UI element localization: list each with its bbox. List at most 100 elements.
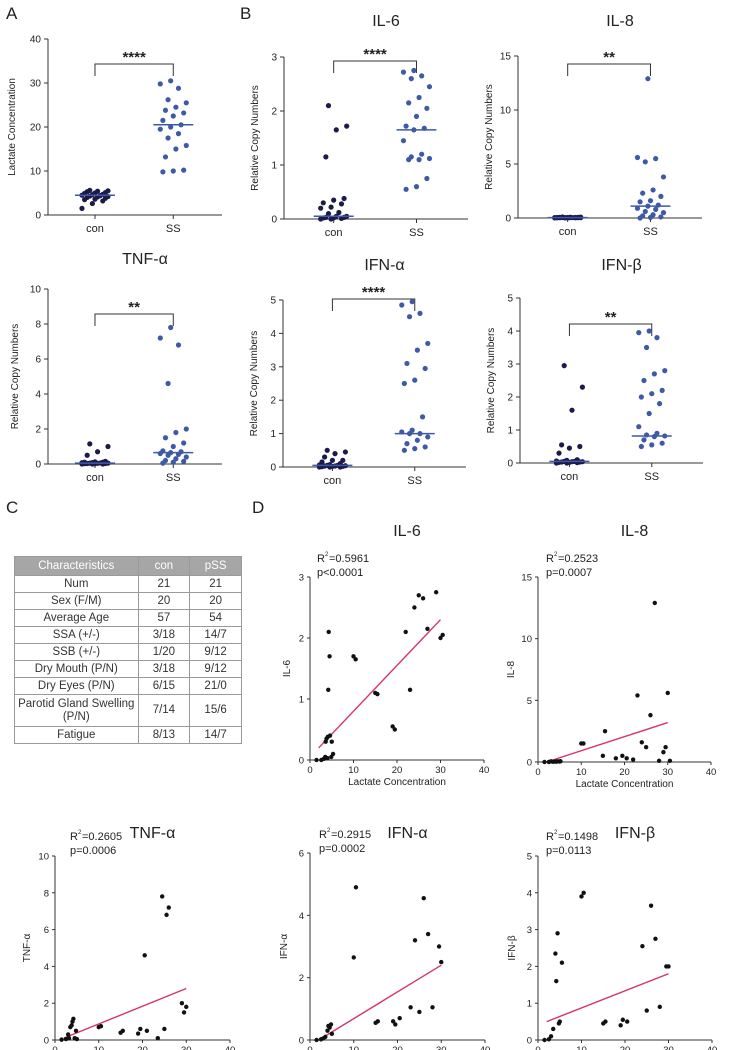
x-tick-label: SS (409, 227, 424, 239)
x-tick-label: con (86, 223, 104, 235)
x-axis-label: Lactate Concentration (576, 779, 674, 790)
data-point (634, 154, 641, 161)
data-point (412, 377, 418, 383)
r-squared-superscript: 2 (325, 552, 329, 558)
data-point (178, 449, 184, 455)
data-point (157, 335, 163, 341)
y-tick-label: 5 (507, 294, 513, 305)
data-point (184, 1004, 189, 1010)
data-point (566, 445, 573, 451)
data-point (430, 1005, 435, 1010)
significance-stars: **** (122, 49, 146, 66)
data-point (330, 751, 336, 757)
data-point (412, 446, 418, 452)
x-tick-label: 40 (225, 1045, 236, 1050)
table-row: Dry Mouth (P/N) 3/18 9/12 (14, 660, 242, 678)
y-tick-label: 0 (35, 211, 41, 222)
data-point (351, 955, 356, 960)
r-squared-value: =0.2915 (331, 829, 371, 841)
data-point (662, 368, 668, 374)
panel-letter-a: A (6, 4, 18, 23)
y-tick-label: 3 (527, 925, 532, 936)
regression-line (546, 721, 668, 763)
data-point (351, 654, 356, 659)
data-point (164, 912, 169, 918)
data-point (564, 457, 570, 463)
data-point (162, 457, 169, 464)
y-tick-label: 1 (507, 426, 513, 437)
y-tick-label: 2 (507, 393, 513, 404)
significance-stars: ** (605, 309, 617, 326)
data-point (640, 943, 645, 949)
r-squared-label: R (317, 553, 325, 565)
y-tick-label: 1 (299, 695, 304, 706)
chart-title: TNF-α (122, 251, 168, 268)
chart-title: IFN-α (364, 257, 404, 274)
table-row: Dry Eyes (P/N) 6/15 21/0 (14, 677, 242, 695)
data-point (344, 123, 350, 129)
data-point (407, 687, 413, 693)
data-point (87, 187, 93, 193)
data-point (314, 757, 319, 763)
r-squared-value: =0.2523 (558, 553, 598, 565)
y-tick-label: 40 (30, 35, 42, 46)
data-point (411, 67, 417, 74)
data-point (656, 758, 662, 763)
data-point (416, 94, 422, 101)
x-tick-label: 10 (348, 1045, 359, 1050)
data-point (326, 687, 331, 693)
data-point (644, 1008, 649, 1013)
x-tick-label: 20 (392, 765, 403, 776)
data-point (658, 214, 664, 220)
x-tick-label: 30 (435, 765, 446, 776)
data-point (409, 299, 415, 305)
data-point (654, 430, 660, 436)
regression-line (63, 987, 187, 1039)
data-point (135, 1031, 141, 1036)
y-tick-label: 1 (271, 161, 277, 172)
data-point (326, 629, 331, 635)
data-point (420, 596, 426, 601)
x-tick-label: con (324, 475, 342, 487)
x-tick-label: 0 (307, 765, 312, 776)
table-header-row: Characteristics con pSS (14, 556, 242, 576)
data-point (406, 314, 413, 320)
x-tick-label: 20 (619, 767, 630, 778)
x-tick-label: SS (166, 223, 181, 235)
y-tick-label: 0 (507, 459, 513, 470)
data-point (661, 749, 666, 755)
data-point (175, 342, 182, 348)
y-tick-label: 10 (30, 285, 42, 296)
data-point (439, 959, 444, 965)
data-point (162, 154, 169, 160)
data-point (635, 693, 640, 698)
data-point (320, 200, 326, 206)
y-axis-label: IL-8 (506, 660, 517, 678)
data-point (390, 724, 395, 729)
data-point (84, 452, 90, 458)
data-point (408, 76, 414, 82)
data-point (433, 590, 439, 595)
data-point (181, 440, 187, 446)
data-point (425, 434, 431, 440)
data-point (413, 113, 420, 119)
significance-bracket (567, 63, 651, 76)
data-point (414, 347, 420, 353)
data-point (650, 212, 656, 218)
r-squared-label: R (319, 829, 327, 841)
data-point (79, 205, 85, 211)
data-point (579, 894, 584, 899)
data-point (403, 629, 408, 635)
data-point (322, 454, 328, 460)
table-cell: 21/0 (189, 677, 242, 695)
regression-line (318, 619, 442, 749)
y-tick-label: 10 (30, 167, 42, 178)
x-tick-label: 10 (576, 1045, 587, 1050)
data-point (660, 174, 667, 180)
data-point (646, 410, 652, 417)
data-point (173, 146, 179, 152)
y-tick-label: 6 (35, 355, 41, 366)
data-point (403, 123, 409, 129)
data-point (666, 964, 671, 969)
data-point (556, 450, 562, 456)
